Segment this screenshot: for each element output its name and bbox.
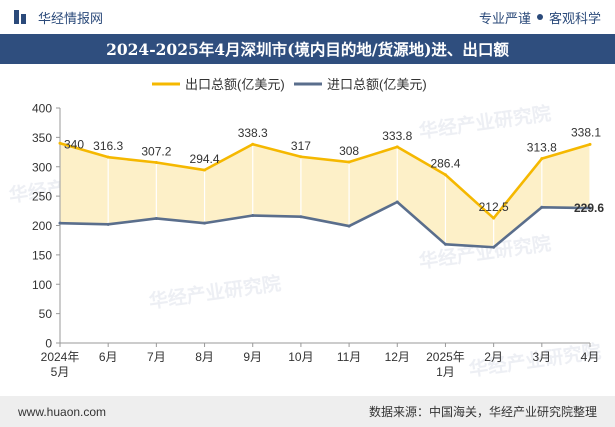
data-point-1-7	[395, 200, 399, 204]
data-label-0-8: 286.4	[430, 157, 460, 171]
x-tick-label-2: 7月	[147, 350, 166, 364]
footer: www.huaon.com 数据来源：中国海关，华经产业研究院整理	[0, 396, 615, 427]
y-tick-label-200: 200	[32, 219, 52, 233]
y-tick-label-0: 0	[45, 337, 52, 351]
data-point-0-3	[203, 168, 207, 172]
y-tick-label-100: 100	[32, 278, 52, 292]
x-tick-label-9: 2月	[484, 350, 503, 364]
brand: 华经情报网	[14, 8, 103, 27]
data-point-1-4	[251, 214, 255, 218]
y-tick-label-300: 300	[32, 160, 52, 174]
chart-title: 2024-2025年4月深圳市(境内目的地/货源地)进、出口额	[0, 34, 615, 64]
data-point-0-9	[492, 216, 496, 220]
watermark-2: 华经产业研究院	[147, 272, 282, 313]
x-tick-label-0-0: 2024年	[41, 350, 80, 364]
footer-source: 数据来源：中国海关，华经产业研究院整理	[368, 405, 597, 419]
data-label-0-6: 308	[339, 144, 359, 158]
data-point-0-2	[154, 161, 158, 165]
data-label-0-5: 317	[291, 139, 311, 153]
top-bar: 华经情报网 专业严谨 客观科学	[0, 0, 615, 34]
logo-icon	[14, 10, 32, 24]
data-label-0-11: 338.1	[571, 125, 601, 139]
data-point-1-10	[540, 205, 544, 209]
data-point-0-8	[443, 173, 447, 177]
data-point-1-11	[588, 206, 592, 210]
data-label-0-2: 307.2	[141, 145, 171, 159]
line-chart: 华经产业研究院华经产业研究院华经产业研究院华经产业研究院华经产业研究院出口总额(…	[7, 77, 604, 381]
y-tick-label-250: 250	[32, 190, 52, 204]
data-label-0-1: 316.3	[93, 139, 123, 153]
data-point-0-10	[540, 157, 544, 161]
x-tick-label-8-0: 2025年	[426, 350, 465, 364]
brand-name: 华经情报网	[38, 10, 104, 26]
y-tick-label-150: 150	[32, 248, 52, 262]
data-point-0-11	[588, 142, 592, 146]
data-point-0-0	[58, 141, 62, 145]
tagline-left: 专业严谨	[478, 10, 531, 26]
x-tick-label-7: 12月	[385, 350, 410, 364]
y-tick-label-400: 400	[32, 102, 52, 116]
y-tick-label-350: 350	[32, 131, 52, 145]
y-tick-label-50: 50	[39, 307, 53, 321]
data-label-1-11: 229.6	[574, 201, 604, 215]
data-point-1-0	[58, 221, 62, 225]
legend-label-1: 进口总额(亿美元)	[327, 77, 427, 92]
data-point-1-9	[492, 245, 496, 249]
data-label-0-9: 212.5	[479, 200, 509, 214]
data-point-1-6	[347, 224, 351, 228]
data-label-0-0: 340	[64, 137, 84, 151]
x-tick-label-11: 4月	[581, 350, 600, 364]
data-label-0-7: 333.8	[382, 129, 412, 143]
data-point-0-4	[251, 142, 255, 146]
tagline-right: 客观科学	[548, 10, 601, 26]
x-tick-label-4: 9月	[243, 350, 262, 364]
data-point-1-8	[443, 242, 447, 246]
separator-dot-icon	[536, 14, 543, 20]
data-label-0-4: 338.3	[238, 126, 268, 140]
data-point-0-5	[299, 155, 303, 159]
data-point-0-7	[395, 145, 399, 149]
x-tick-label-8-1: 1月	[436, 365, 455, 379]
footer-website: www.huaon.com	[18, 404, 107, 419]
series-line-1	[59, 200, 591, 249]
tagline: 专业严谨 客观科学	[479, 8, 601, 27]
watermark-0: 华经产业研究院	[417, 102, 552, 143]
data-point-0-1	[106, 155, 110, 159]
data-point-1-3	[203, 221, 207, 225]
x-tick-label-10: 3月	[532, 350, 551, 364]
data-label-0-3: 294.4	[190, 152, 220, 166]
legend-label-0: 出口总额(亿美元)	[185, 77, 285, 92]
x-tick-label-0-1: 5月	[51, 365, 70, 379]
x-tick-label-5: 10月	[288, 350, 313, 364]
data-point-0-6	[347, 160, 351, 164]
x-tick-label-3: 8月	[195, 350, 214, 364]
x-tick-label-6: 11月	[337, 350, 361, 364]
data-point-1-2	[154, 216, 158, 220]
data-label-0-10: 313.8	[527, 141, 557, 155]
series-line-0	[59, 142, 591, 220]
data-point-1-1	[106, 222, 110, 226]
x-tick-label-1: 6月	[99, 350, 118, 364]
data-point-1-5	[299, 215, 303, 219]
